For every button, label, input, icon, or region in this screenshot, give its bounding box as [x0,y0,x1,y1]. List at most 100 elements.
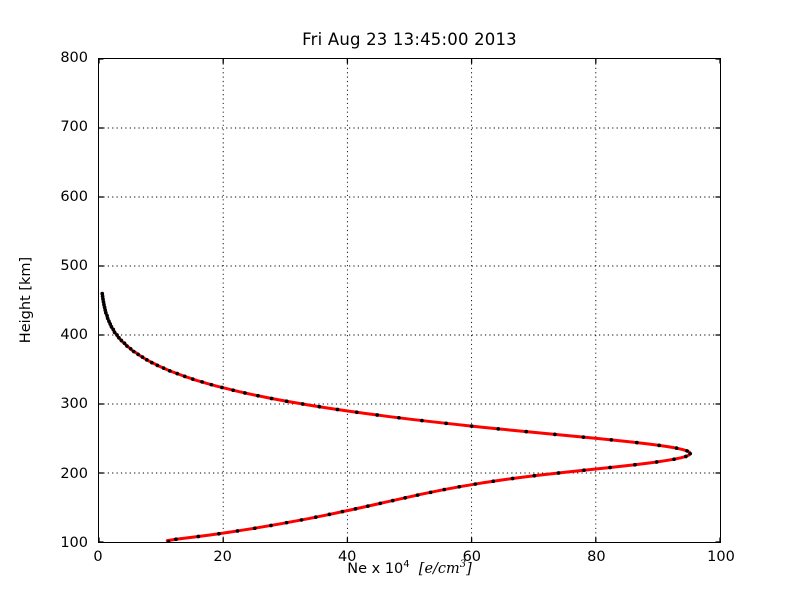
data-point-marker [353,507,358,511]
data-point-marker [473,482,478,486]
data-point-marker [524,429,529,434]
data-point-marker [403,495,408,500]
data-point-marker [140,355,145,359]
x-axis-label-prefix: Ne x 10 [347,561,404,577]
data-point-marker [128,346,133,351]
chart-title: Fri Aug 23 13:45:00 2013 [302,30,517,49]
y-tick-label: 400 [60,327,88,344]
plot-area [98,58,721,543]
data-point-marker [444,421,448,426]
data-point-marker [166,540,171,542]
data-point-marker [532,473,537,478]
data-point-marker [190,377,195,382]
data-point-marker [491,479,496,484]
y-tick-label: 600 [60,188,88,205]
data-point-marker [119,338,124,343]
grid-layer [99,59,720,542]
y-tick-label: 100 [60,535,88,551]
data-point-marker [136,352,140,357]
data-point-marker [634,440,639,445]
data-point-marker [125,344,129,348]
x-axis-label: Ne x 104 [e/cm3] [98,559,721,577]
x-axis-units-open: [ [418,561,425,577]
y-tick-label: 200 [60,465,88,482]
data-point-marker [317,404,322,409]
x-axis-units-exponent: 3 [459,559,467,571]
data-point-marker [354,410,359,415]
data-point-marker [428,490,433,495]
data-point-marker [100,291,105,296]
data-point-marker [556,471,561,475]
data-point-marker [420,418,424,423]
data-point-marker [117,335,121,340]
x-axis-units: e/cm [424,561,460,577]
data-point-marker [235,529,240,533]
data-point-marker [101,297,105,301]
y-tick-label: 500 [60,257,88,274]
data-point-marker [284,399,289,404]
data-point-marker [269,523,273,528]
data-point-marker [161,366,166,370]
data-point-marker [111,327,116,332]
data-point-marker [182,374,187,379]
x-tick-label: 40 [337,549,357,565]
data-point-marker [101,300,106,304]
data-point-marker [397,415,401,420]
y-tick-label: 700 [60,119,88,136]
data-point-marker [375,413,380,417]
data-point-marker [633,462,637,467]
data-point-marker [196,534,201,539]
data-point-marker [510,476,515,481]
data-point-marker [105,313,109,318]
data-point-marker [366,504,370,508]
data-point-marker [144,357,149,362]
data-point-marker [609,438,614,442]
data-point-marker [209,382,214,387]
data-line-ne-profile [100,292,692,542]
data-point-marker [496,426,501,431]
data-point-marker [231,388,235,393]
data-point-marker [102,305,107,310]
data-point-marker [216,531,221,536]
data-point-marker [683,454,688,459]
x-axis-label-spacer [410,561,419,577]
data-point-marker [299,518,304,522]
data-point-marker [674,446,679,451]
data-point-marker [256,393,260,398]
x-tick-label: 100 [707,549,735,565]
data-point-marker [174,537,178,542]
x-tick-label: 60 [462,549,482,565]
data-point-marker [103,308,108,313]
data-point-marker [243,391,247,395]
data-point-marker [582,468,586,473]
data-point-marker [109,324,114,329]
data-point-marker [552,432,557,437]
data-point-marker [108,322,113,326]
data-point-marker [103,311,108,315]
data-point-marker [654,460,659,464]
y-tick-label: 800 [60,50,88,66]
data-point-marker [415,493,420,497]
data-point-marker [335,407,340,412]
data-point-marker [313,515,318,520]
data-point-marker [269,396,274,401]
data-point-marker [220,385,224,390]
data-point-marker [105,316,110,321]
data-point-marker [112,330,117,335]
data-point-marker [340,509,345,514]
data-point-marker [284,520,289,525]
x-tick-label: 80 [587,549,606,565]
data-point-marker [442,487,447,492]
data-point-marker [657,443,661,448]
y-axis-label: Height [km] [18,256,34,344]
data-point-marker [608,465,612,470]
data-point-marker [102,302,106,307]
data-point-marker [107,319,111,324]
data-point-marker [469,424,474,428]
data-series-layer [100,291,693,542]
data-point-marker [378,501,383,506]
data-point-marker [253,526,257,531]
data-point-marker [685,449,689,453]
data-point-marker [149,360,154,365]
